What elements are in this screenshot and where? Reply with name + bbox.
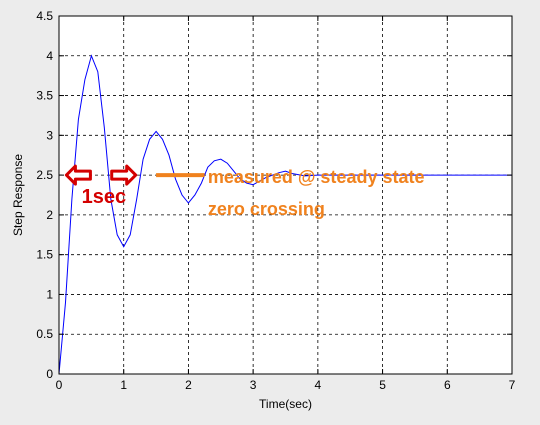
x-tick-label: 2 <box>185 378 192 392</box>
annotation-measured: measured @ steady state <box>208 167 425 187</box>
plot-area <box>59 16 512 374</box>
y-tick-label: 3 <box>46 128 53 142</box>
y-tick-label: 4.5 <box>36 9 53 23</box>
x-tick-label: 7 <box>509 378 516 392</box>
series-point <box>91 55 92 56</box>
series-point <box>162 139 163 140</box>
series-point <box>143 159 144 160</box>
y-tick-label: 0.5 <box>36 327 53 341</box>
left-arrow-icon <box>64 164 92 186</box>
series-layer <box>58 54 512 375</box>
y-tick-label: 1.5 <box>36 248 53 262</box>
x-tick-label: 3 <box>250 378 257 392</box>
y-tick-label: 3.5 <box>36 89 53 103</box>
series-point <box>214 160 215 161</box>
x-tick-label: 4 <box>315 378 322 392</box>
annotation-zero-crossing: zero crossing <box>208 199 325 219</box>
series-line <box>58 54 512 375</box>
series-point <box>181 194 182 195</box>
ticks: 0 1 2 3 4 5 6 7 0 0.5 1 1.5 2 2.5 3 3.5 4 4.5 <box>36 9 515 392</box>
series-point <box>220 159 221 160</box>
series-point <box>447 175 448 176</box>
x-tick-label: 0 <box>56 378 63 392</box>
y-tick-label: 0 <box>46 367 53 381</box>
series-point <box>78 119 79 120</box>
series-point <box>123 246 124 247</box>
series-point <box>97 71 98 72</box>
annotations: 1sec measured @ steady state zero crossing <box>64 164 425 219</box>
series-point <box>188 202 189 203</box>
y-tick-label: 1 <box>46 287 53 301</box>
series-point <box>65 302 66 303</box>
series-point <box>168 155 169 156</box>
series-point <box>194 194 195 195</box>
y-axis-title: Step Response <box>11 154 25 236</box>
right-arrow-icon <box>110 164 138 186</box>
x-tick-label: 5 <box>379 378 386 392</box>
series-point <box>136 198 137 199</box>
x-tick-label: 1 <box>120 378 127 392</box>
plot-frame <box>58 15 513 375</box>
series-point <box>149 139 150 140</box>
series-point <box>155 131 156 132</box>
series-point <box>84 79 85 80</box>
x-axis-title: Time(sec) <box>259 397 312 411</box>
series-point <box>479 175 480 176</box>
y-tick-label: 4 <box>46 49 53 63</box>
annotation-1sec: 1sec <box>82 186 127 208</box>
series-point <box>117 234 118 235</box>
series-point <box>104 127 105 128</box>
y-tick-label: 2 <box>46 208 53 222</box>
x-tick-label: 6 <box>444 378 451 392</box>
series-point <box>201 182 202 183</box>
series-point <box>175 178 176 179</box>
series-point <box>71 198 72 199</box>
series-point <box>130 234 131 235</box>
y-tick-label: 2.5 <box>36 168 53 182</box>
series-point <box>227 163 228 164</box>
